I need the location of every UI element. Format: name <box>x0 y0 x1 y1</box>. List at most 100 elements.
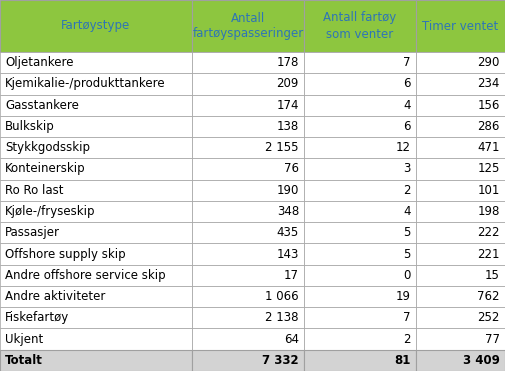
Text: 143: 143 <box>277 247 299 260</box>
Text: Passasjer: Passasjer <box>5 226 60 239</box>
Text: Konteinerskip: Konteinerskip <box>5 162 86 175</box>
Text: 471: 471 <box>477 141 500 154</box>
Bar <box>304 180 416 201</box>
Text: 1 066: 1 066 <box>265 290 299 303</box>
Bar <box>416 222 505 243</box>
Bar <box>304 350 416 371</box>
Text: 2 138: 2 138 <box>266 311 299 324</box>
Bar <box>416 180 505 201</box>
Bar <box>416 265 505 286</box>
Text: Antall
fartøyspasseringer: Antall fartøyspasseringer <box>192 12 304 40</box>
Bar <box>304 116 416 137</box>
Bar <box>0 350 192 371</box>
Text: 6: 6 <box>403 78 411 91</box>
Text: 125: 125 <box>478 162 500 175</box>
Text: Kjemikalie-/produkttankere: Kjemikalie-/produkttankere <box>5 78 166 91</box>
Bar <box>416 243 505 265</box>
Bar <box>192 201 304 222</box>
Bar <box>416 52 505 73</box>
Text: 290: 290 <box>478 56 500 69</box>
Text: 174: 174 <box>276 99 299 112</box>
Bar <box>304 201 416 222</box>
Text: 2: 2 <box>403 332 411 346</box>
Bar <box>304 286 416 307</box>
Text: 286: 286 <box>478 120 500 133</box>
Text: 77: 77 <box>485 332 500 346</box>
Bar <box>0 73 192 95</box>
Text: 0: 0 <box>403 269 411 282</box>
Bar <box>304 243 416 265</box>
Text: Andre offshore service skip: Andre offshore service skip <box>5 269 166 282</box>
Bar <box>416 328 505 350</box>
Text: 178: 178 <box>277 56 299 69</box>
Text: 5: 5 <box>403 226 411 239</box>
Text: Totalt: Totalt <box>5 354 43 367</box>
Text: 198: 198 <box>478 205 500 218</box>
Text: 348: 348 <box>277 205 299 218</box>
Text: 209: 209 <box>277 78 299 91</box>
Bar <box>192 0 304 52</box>
Bar <box>0 95 192 116</box>
Bar <box>192 222 304 243</box>
Bar <box>0 201 192 222</box>
Bar <box>304 73 416 95</box>
Bar <box>192 137 304 158</box>
Bar <box>416 201 505 222</box>
Text: 15: 15 <box>485 269 500 282</box>
Bar <box>416 158 505 180</box>
Bar <box>416 73 505 95</box>
Text: 156: 156 <box>478 99 500 112</box>
Bar <box>192 286 304 307</box>
Text: 81: 81 <box>394 354 411 367</box>
Text: 5: 5 <box>403 247 411 260</box>
Bar <box>0 328 192 350</box>
Bar <box>192 350 304 371</box>
Text: 435: 435 <box>277 226 299 239</box>
Text: 252: 252 <box>478 311 500 324</box>
Text: 76: 76 <box>284 162 299 175</box>
Bar <box>192 307 304 328</box>
Bar <box>304 265 416 286</box>
Bar <box>192 73 304 95</box>
Bar <box>0 286 192 307</box>
Bar <box>192 243 304 265</box>
Bar <box>0 265 192 286</box>
Text: Bulkskip: Bulkskip <box>5 120 55 133</box>
Text: Fiskefartøy: Fiskefartøy <box>5 311 69 324</box>
Text: 4: 4 <box>403 99 411 112</box>
Text: 64: 64 <box>284 332 299 346</box>
Text: 234: 234 <box>478 78 500 91</box>
Bar <box>304 328 416 350</box>
Text: Offshore supply skip: Offshore supply skip <box>5 247 126 260</box>
Bar <box>416 116 505 137</box>
Bar <box>0 180 192 201</box>
Text: 6: 6 <box>403 120 411 133</box>
Bar <box>192 95 304 116</box>
Text: 762: 762 <box>477 290 500 303</box>
Text: Fartøystype: Fartøystype <box>62 20 131 33</box>
Bar <box>0 243 192 265</box>
Text: Kjøle-/fryseskip: Kjøle-/fryseskip <box>5 205 95 218</box>
Bar <box>304 158 416 180</box>
Bar <box>192 116 304 137</box>
Text: Ro Ro last: Ro Ro last <box>5 184 64 197</box>
Text: 2: 2 <box>403 184 411 197</box>
Text: 3 409: 3 409 <box>463 354 500 367</box>
Text: Andre aktiviteter: Andre aktiviteter <box>5 290 106 303</box>
Bar <box>416 137 505 158</box>
Text: 7: 7 <box>403 311 411 324</box>
Bar <box>416 95 505 116</box>
Text: Antall fartøy
som venter: Antall fartøy som venter <box>323 12 396 40</box>
Bar <box>416 0 505 52</box>
Text: Oljetankere: Oljetankere <box>5 56 74 69</box>
Text: 17: 17 <box>284 269 299 282</box>
Text: 190: 190 <box>277 184 299 197</box>
Text: 221: 221 <box>477 247 500 260</box>
Text: 7 332: 7 332 <box>262 354 299 367</box>
Text: 7: 7 <box>403 56 411 69</box>
Text: Gasstankere: Gasstankere <box>5 99 79 112</box>
Bar <box>192 158 304 180</box>
Text: 222: 222 <box>477 226 500 239</box>
Bar <box>304 137 416 158</box>
Bar <box>304 95 416 116</box>
